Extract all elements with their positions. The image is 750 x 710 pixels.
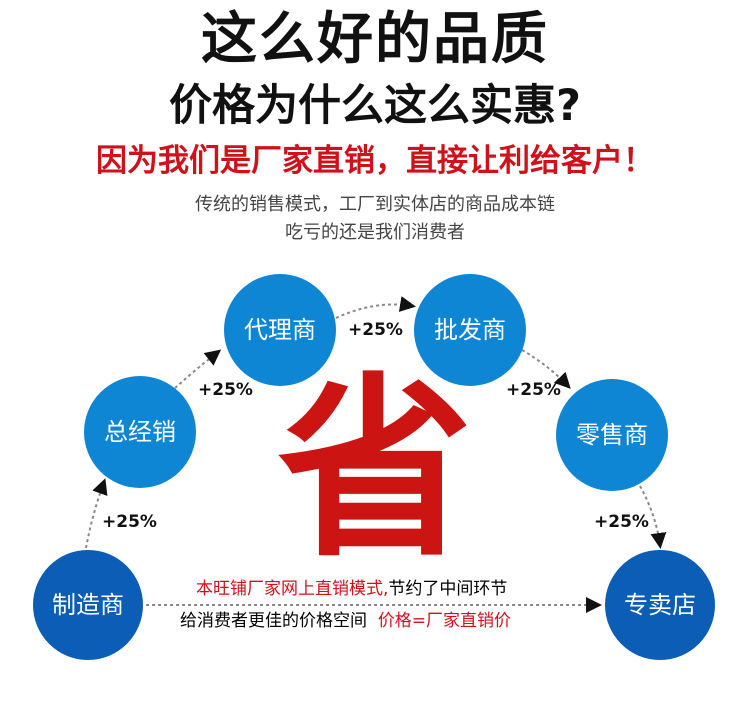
price-formula-text: 价格=厂家直销价 — [377, 611, 512, 631]
node-wholesaler: 批发商 — [414, 274, 526, 386]
headline: 这么好的品质 — [201, 7, 549, 72]
bottom-line-2: 给消费者更佳的价格空间 价格=厂家直销价 — [180, 610, 511, 632]
markup-label: +25% — [348, 320, 403, 340]
node-label: 批发商 — [434, 316, 506, 344]
node-label: 制造商 — [52, 591, 124, 619]
markup-label: +25% — [594, 512, 649, 532]
subheadline: 价格为什么这么实惠? — [169, 81, 581, 131]
markup-label: +25% — [506, 380, 561, 400]
price-space-text: 给消费者更佳的价格空间 — [180, 611, 367, 631]
bottom-line-1: 本旺铺厂家网上直销模式,节约了中间环节 — [196, 578, 507, 600]
node-specialty-store: 专卖店 — [605, 550, 715, 660]
node-label: 零售商 — [576, 421, 648, 449]
direct-sale-text: 本旺铺厂家网上直销模式, — [196, 579, 389, 599]
node-label: 专卖店 — [624, 591, 696, 619]
markup-label: +25% — [102, 512, 157, 532]
arrow-agent-to-wholesaler — [335, 296, 416, 319]
markup-label: +25% — [198, 380, 253, 400]
save-character: 省 — [277, 356, 473, 583]
description-line-2: 吃亏的还是我们消费者 — [285, 222, 465, 243]
arrow-retailer-to-store — [639, 485, 667, 549]
saving-text: 节约了中间环节 — [388, 579, 508, 599]
node-manufacturer: 制造商 — [33, 550, 143, 660]
tagline: 因为我们是厂家直销，直接让利给客户！ — [96, 143, 654, 179]
arrow-manufacturer-to-distributor — [85, 478, 108, 549]
description-line-1: 传统的销售模式，工厂到实体店的商品成本链 — [195, 194, 555, 215]
node-retailer: 零售商 — [556, 379, 668, 491]
node-label: 代理商 — [244, 316, 316, 344]
node-general-distributor: 总经销 — [84, 376, 196, 488]
node-label: 总经销 — [104, 418, 176, 446]
node-agent: 代理商 — [224, 274, 336, 386]
